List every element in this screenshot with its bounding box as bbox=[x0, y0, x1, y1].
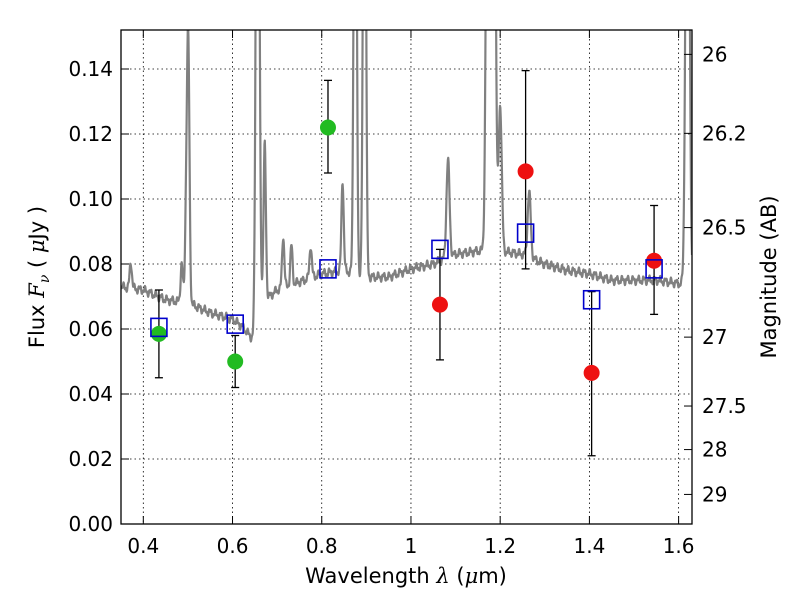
x-tick-label: 1.6 bbox=[663, 534, 695, 558]
y-tick-label: 0.10 bbox=[68, 187, 113, 211]
y2-axis-label: Magnitude (AB) bbox=[757, 195, 781, 358]
red-data-point bbox=[646, 252, 663, 269]
y-tick-label: 0.08 bbox=[68, 252, 113, 276]
green-data-point bbox=[150, 325, 167, 342]
x-tick-label: 0.4 bbox=[127, 534, 159, 558]
y-tick-label: 0.02 bbox=[68, 447, 113, 471]
x-axis-ticks: 0.4 0.6 0.8 1 1.2 1.4 1.6 bbox=[127, 30, 695, 558]
x-tick-label: 1.4 bbox=[573, 534, 605, 558]
x-axis-label: Wavelength λ (μm) bbox=[305, 564, 507, 588]
model-square-marker bbox=[645, 259, 663, 279]
model-square-marker bbox=[150, 317, 168, 338]
x-tick-label: 0.6 bbox=[217, 534, 249, 558]
y-tick-label: 0.12 bbox=[68, 122, 113, 146]
plot-frame bbox=[120, 29, 693, 525]
y2-tick-label: 26.2 bbox=[702, 121, 747, 145]
x-tick-label: 0.8 bbox=[306, 534, 338, 558]
marker-layer bbox=[150, 119, 663, 381]
y2-tick-label: 29 bbox=[702, 482, 727, 506]
red-data-point bbox=[431, 296, 448, 313]
y-axis-label: Flux Fν ( μJy ) bbox=[25, 206, 53, 348]
model-square-marker bbox=[516, 223, 535, 243]
red-data-point bbox=[517, 163, 534, 180]
y2-tick-label: 27.5 bbox=[702, 394, 747, 418]
green-data-point bbox=[319, 119, 336, 136]
model-square-marker bbox=[431, 239, 449, 260]
model-square-marker bbox=[319, 259, 337, 279]
y2-tick-label: 26.5 bbox=[702, 216, 747, 240]
model-square-marker bbox=[582, 289, 601, 310]
y2-axis-ticks: 26 26.2 26.5 27 27.5 28 29 bbox=[684, 42, 747, 506]
y2-tick-label: 26 bbox=[702, 42, 727, 66]
red-data-point bbox=[583, 364, 600, 381]
y2-tick-label: 27 bbox=[702, 325, 727, 349]
y2-tick-label: 28 bbox=[702, 438, 727, 462]
model-square-marker bbox=[226, 314, 244, 334]
y-tick-label: 0.04 bbox=[68, 382, 113, 406]
y-tick-label: 0.00 bbox=[68, 512, 113, 536]
spectrum-layer bbox=[121, 30, 692, 343]
x-tick-label: 1 bbox=[405, 534, 418, 558]
y-axis-ticks: 0.00 0.02 0.04 0.06 0.08 0.10 0.12 0.14 bbox=[68, 57, 129, 536]
spectrum-line bbox=[121, 30, 692, 343]
x-tick-label: 1.2 bbox=[484, 534, 516, 558]
y-tick-label: 0.06 bbox=[68, 317, 113, 341]
green-data-point bbox=[227, 353, 244, 370]
y-tick-label: 0.14 bbox=[68, 57, 113, 81]
